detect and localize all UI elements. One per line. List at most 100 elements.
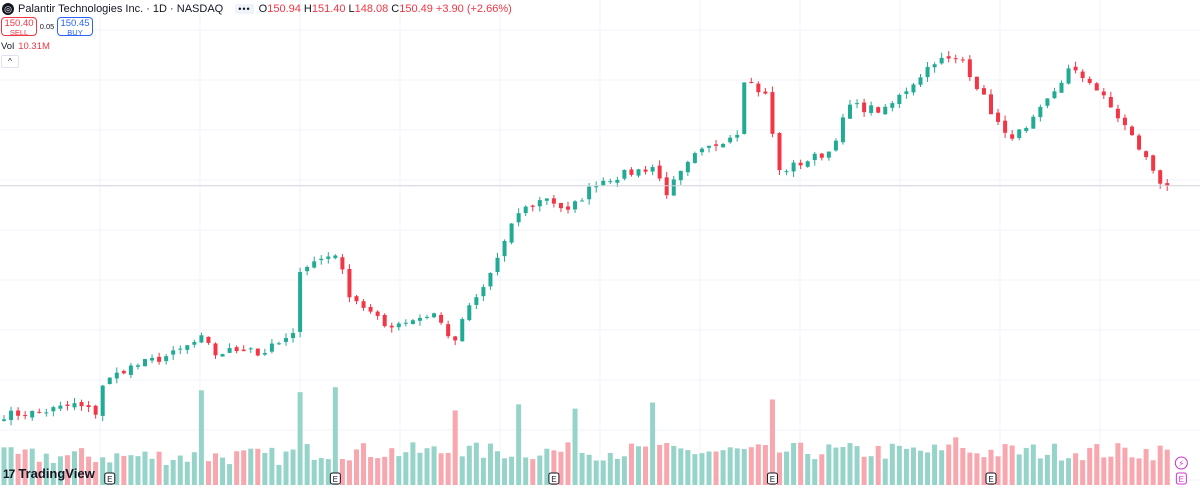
candle-body — [714, 144, 719, 146]
volume-bar — [452, 410, 458, 485]
volume-bar — [1129, 457, 1135, 485]
volume-bar — [925, 452, 931, 485]
candle-body — [1130, 126, 1134, 136]
candlesticks — [2, 51, 1170, 426]
candle-body — [1017, 129, 1022, 138]
volume-bar — [283, 451, 289, 485]
earnings-marker[interactable] — [329, 472, 341, 485]
high-value: 151.40 — [311, 3, 346, 15]
candle-body — [608, 181, 613, 183]
volume-bar — [1164, 449, 1170, 485]
volume-bar — [1157, 445, 1163, 485]
candle-body — [241, 349, 246, 352]
volume-bar — [981, 457, 987, 485]
candle-body — [981, 88, 986, 95]
volume-bar — [720, 450, 726, 485]
volume-bar — [135, 456, 141, 485]
volume-bar — [1073, 453, 1079, 485]
volume-bar — [184, 461, 190, 485]
candle-body — [375, 311, 380, 316]
volume-bar — [537, 455, 543, 485]
sell-button[interactable]: 150.40 SELL — [1, 17, 37, 37]
candle-body — [594, 185, 599, 188]
volume-bar — [805, 453, 811, 485]
candle-body — [502, 240, 507, 257]
candle-body — [601, 180, 606, 186]
volume-bar — [480, 457, 486, 485]
volume-bar — [572, 408, 578, 485]
candle-body — [848, 104, 852, 119]
candle-body — [615, 179, 620, 183]
earnings-marker[interactable] — [1175, 472, 1187, 485]
volume-bar — [1023, 448, 1029, 485]
candle-body — [1115, 108, 1120, 119]
trade-buttons: 150.40 SELL 0.05 150.45 BUY — [1, 17, 93, 37]
volume-bar — [339, 459, 345, 485]
volume-bar — [657, 444, 663, 485]
candle-body — [869, 105, 874, 113]
candle-body — [509, 223, 514, 243]
upcoming-earnings-icon[interactable] — [1174, 456, 1188, 470]
open-value: 150.94 — [267, 3, 301, 15]
volume-bar — [586, 454, 592, 485]
volume-bar — [967, 452, 973, 485]
candle-body — [1073, 66, 1078, 71]
candle-body — [248, 348, 253, 350]
volume-bar — [149, 458, 155, 485]
symbol-title[interactable]: Palantir Technologies Inc. · 1D · NASDAQ — [18, 3, 224, 15]
volume-bar — [177, 455, 183, 485]
volume-bar — [459, 456, 465, 485]
volume-bar — [988, 449, 994, 485]
candle-body — [171, 350, 176, 355]
buy-button[interactable]: 150.45 BUY — [57, 17, 93, 37]
volume-bar — [417, 452, 423, 485]
volume-bar — [311, 459, 317, 485]
candle-body — [135, 365, 140, 367]
candle-body — [989, 94, 993, 115]
earnings-marker[interactable] — [104, 472, 116, 485]
volume-bar — [833, 447, 839, 485]
candle-body — [819, 153, 824, 158]
tradingview-logo[interactable]: 17 TradingView — [3, 466, 95, 481]
volume-bar — [269, 447, 275, 485]
candle-body — [425, 316, 429, 318]
volume-bar — [903, 448, 909, 485]
candle-body — [79, 402, 84, 407]
candle-body — [453, 336, 458, 341]
volume-bar — [727, 447, 733, 485]
more-options-icon[interactable]: ••• — [235, 4, 254, 14]
candle-body — [262, 352, 267, 355]
volume-bar — [1037, 458, 1043, 485]
candle-body — [340, 257, 345, 270]
candle-body — [1137, 135, 1142, 150]
candle-body — [897, 94, 902, 105]
candle-body — [664, 177, 669, 196]
candle-body — [220, 354, 225, 357]
volume-bar — [551, 450, 557, 485]
volume-bar — [636, 446, 641, 485]
collapse-legend-button[interactable]: ^ — [1, 55, 19, 68]
volume-bar — [15, 453, 21, 485]
volume-bar — [403, 452, 409, 485]
volume-bar — [812, 459, 818, 485]
candle-body — [361, 301, 366, 308]
volume-bar — [100, 457, 106, 485]
candle-body — [840, 117, 845, 143]
candle-body — [276, 343, 281, 345]
volume-bar — [466, 445, 472, 485]
candle-body — [121, 371, 126, 374]
earnings-marker[interactable] — [766, 472, 778, 485]
volume-bar — [241, 450, 247, 485]
volume-bar — [213, 453, 218, 485]
volume-bar — [650, 402, 656, 485]
volume-bar — [741, 448, 747, 485]
earnings-marker[interactable] — [985, 472, 997, 485]
spread-value: 0.05 — [39, 22, 55, 31]
candle-body — [1010, 134, 1015, 139]
candle-body — [2, 419, 6, 421]
earnings-marker[interactable] — [548, 472, 560, 485]
candle-body — [833, 140, 838, 151]
volume-bar — [121, 455, 127, 485]
candle-body — [763, 91, 768, 94]
